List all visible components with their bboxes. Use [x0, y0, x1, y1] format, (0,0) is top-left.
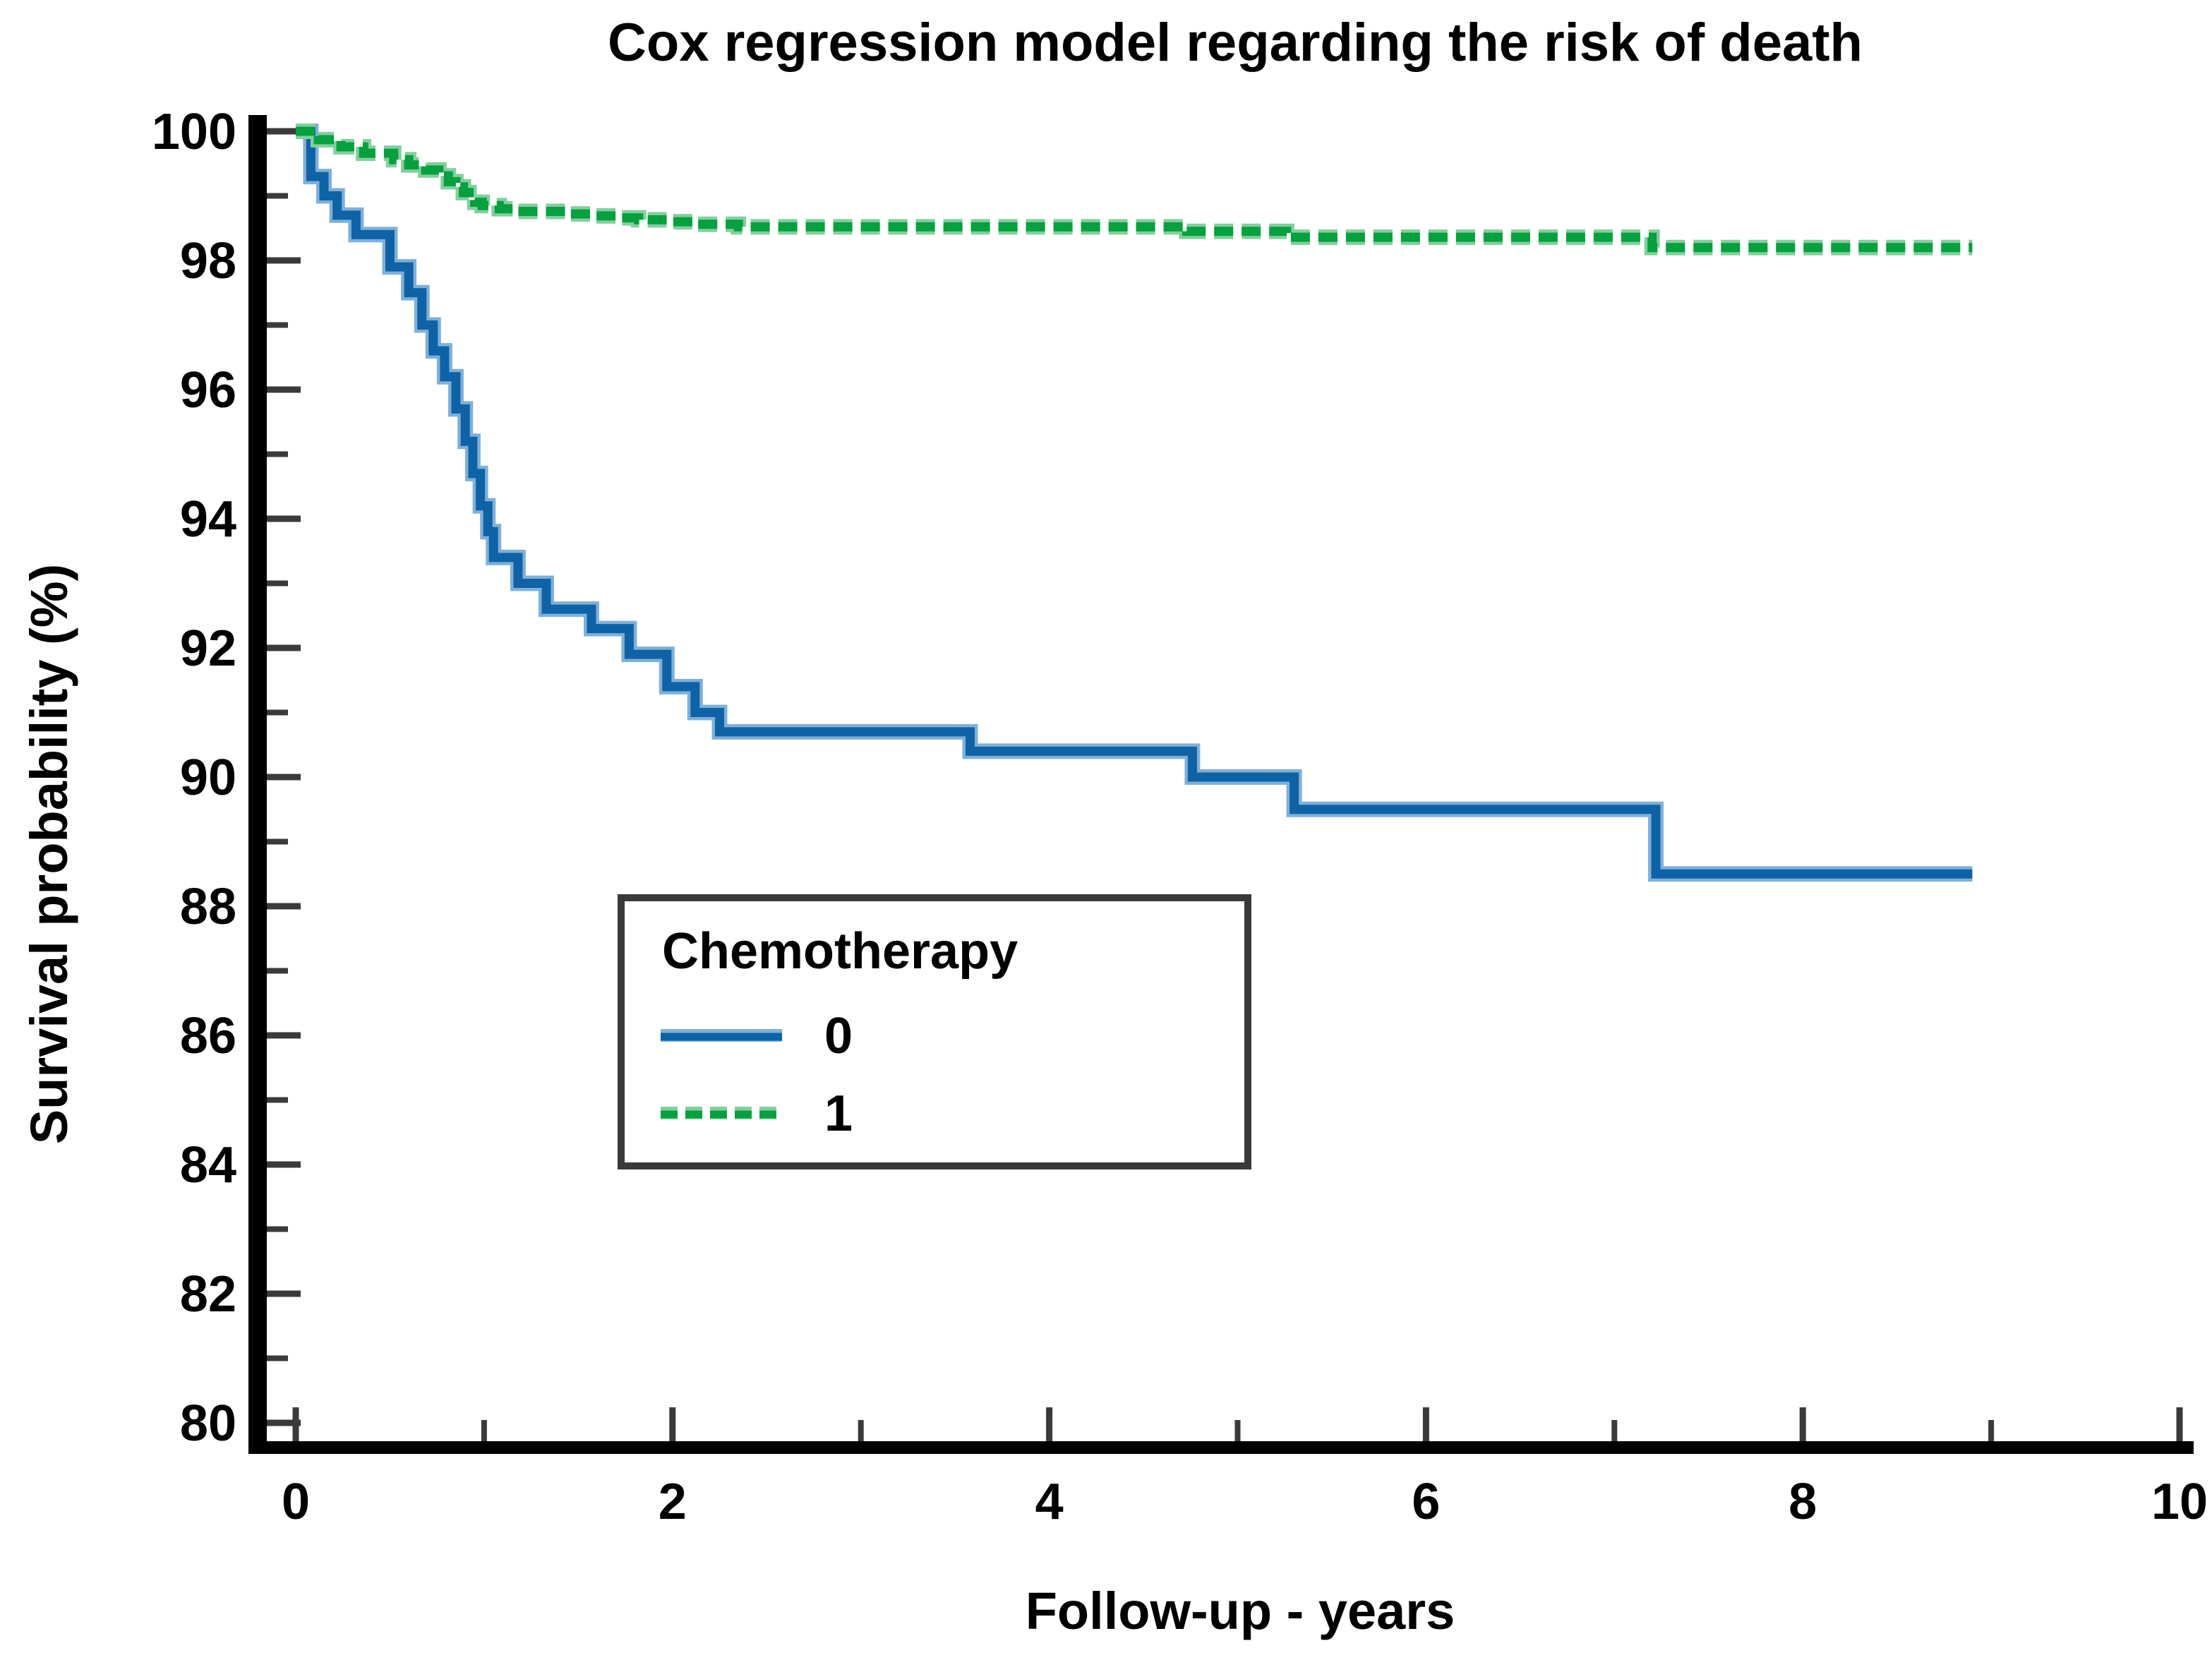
survival-curves: [296, 124, 1973, 882]
y-axis-ticks: [267, 128, 301, 1426]
x-axis-label: Follow-up - years: [1026, 1582, 1455, 1640]
y-tick-label: 100: [152, 104, 236, 160]
y-tick-label: 90: [180, 750, 236, 806]
x-axis-tick-labels: 0 2 4 6 8 10: [282, 1474, 2208, 1530]
survival-curve-chemo-1-halo: [296, 124, 1973, 255]
legend-entry-chemo-1: 1: [661, 1085, 853, 1142]
y-tick-label: 92: [180, 620, 236, 677]
survival-curve-chemo-1: [296, 126, 1973, 253]
legend-entry-chemo-0: 0: [661, 1008, 853, 1064]
legend-box: Chemotherapy 0 1: [618, 894, 1251, 1169]
x-axis-spine: [248, 1441, 2194, 1454]
x-tick-label: 2: [659, 1474, 687, 1530]
y-tick-label: 98: [180, 233, 236, 289]
legend-entry-0-label: 0: [824, 1008, 853, 1064]
y-tick-label: 84: [180, 1137, 236, 1193]
legend-title: Chemotherapy: [662, 923, 1018, 980]
survival-curve-chemo-0: [296, 126, 1973, 879]
y-tick-label: 96: [180, 362, 236, 419]
y-axis-spine: [248, 115, 267, 1454]
chart-title: Cox regression model regarding the risk …: [608, 13, 1863, 73]
x-tick-label: 10: [2151, 1474, 2208, 1530]
x-tick-label: 0: [282, 1474, 310, 1530]
x-axis-ticks: [292, 1407, 2183, 1441]
y-tick-label: 82: [180, 1266, 236, 1323]
y-tick-label: 86: [180, 1008, 236, 1064]
x-tick-label: 8: [1789, 1474, 1817, 1530]
x-tick-label: 6: [1412, 1474, 1440, 1530]
legend-entry-1-label: 1: [824, 1085, 853, 1142]
y-tick-label: 94: [180, 491, 236, 548]
x-tick-label: 4: [1035, 1474, 1064, 1530]
survival-curve-chemo-0-halo: [296, 124, 1973, 882]
y-tick-label: 88: [180, 879, 236, 935]
y-axis-tick-labels: 100 98 96 94 92 90 88 86 84 82 80: [152, 104, 236, 1452]
y-axis-label: Survival probability (%): [20, 564, 78, 1144]
y-tick-label: 80: [180, 1395, 236, 1452]
